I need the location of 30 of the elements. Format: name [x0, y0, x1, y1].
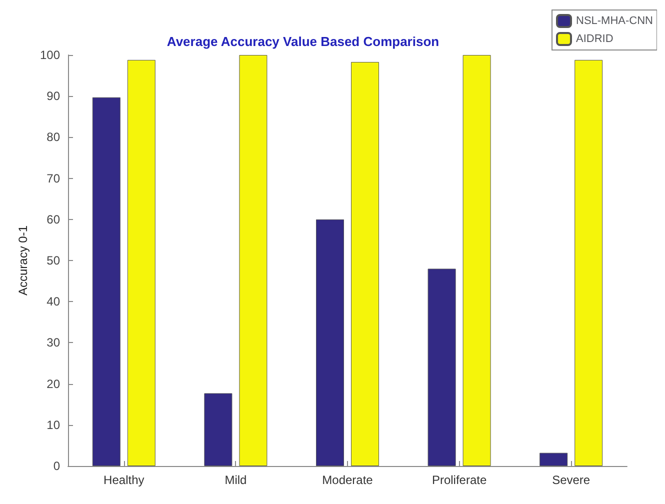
- y-tick-label: 20: [46, 376, 60, 391]
- bar: [428, 268, 456, 466]
- y-tick-label: 90: [46, 89, 60, 104]
- x-tick-label: Severe: [552, 473, 590, 487]
- x-tick-label: Healthy: [104, 473, 144, 487]
- y-tick-label: 10: [46, 418, 60, 432]
- bar: [127, 60, 156, 466]
- y-tick-label: 30: [46, 336, 60, 350]
- bar: [239, 55, 268, 466]
- bar: [462, 55, 491, 466]
- y-tick-label: 0: [53, 459, 60, 473]
- bar: [204, 393, 232, 466]
- bar: [316, 219, 344, 466]
- bar: [351, 62, 379, 466]
- legend-label: AIDRID: [576, 33, 614, 45]
- bar: [540, 452, 568, 466]
- x-tick-label: Moderate: [322, 473, 374, 487]
- x-tick-label: Mild: [224, 473, 247, 487]
- y-tick-label: 40: [46, 294, 60, 309]
- y-tick-label: 100: [40, 48, 60, 62]
- y-tick-label: 70: [46, 171, 60, 186]
- y-tick-label: 60: [46, 212, 60, 226]
- y-axis-title: Accuracy 0-1: [16, 225, 30, 296]
- chart-title: Average Accuracy Value Based Comparison: [166, 34, 440, 49]
- legend-label: NSL-MHA-CNN: [576, 15, 654, 27]
- x-tick-label: Proliferate: [432, 473, 487, 487]
- y-tick-label: 50: [46, 254, 60, 268]
- y-tick-label: 80: [46, 130, 60, 144]
- bar: [92, 97, 120, 466]
- bar: [574, 60, 603, 466]
